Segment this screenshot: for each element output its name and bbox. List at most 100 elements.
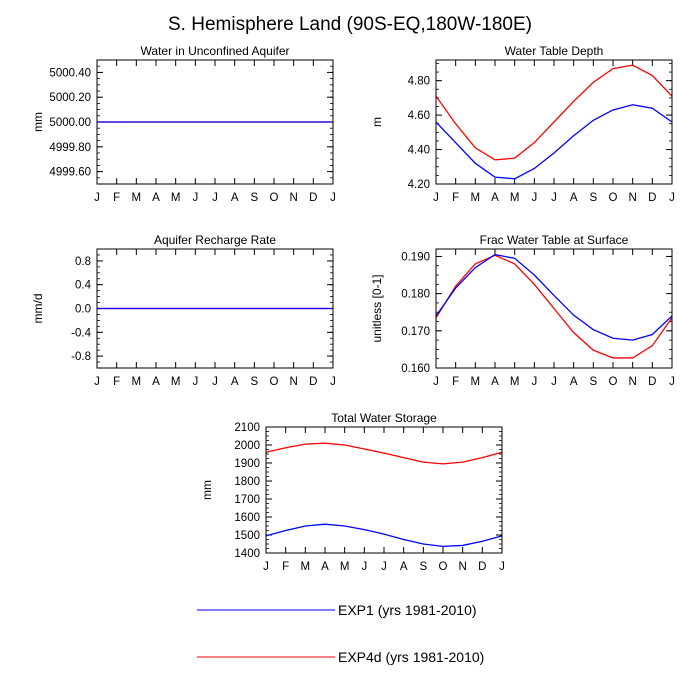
- x-tick-label: S: [589, 376, 597, 388]
- x-tick-label: A: [400, 561, 408, 573]
- y-tick-label: 1700: [234, 494, 260, 506]
- series-line-exp1: [265, 523, 503, 547]
- plot-frame: [96, 59, 334, 185]
- y-tick-label: 4.60: [408, 110, 430, 122]
- y-tick-label: 1800: [234, 476, 260, 488]
- x-tick-label: S: [589, 192, 597, 204]
- x-tick-label: F: [113, 192, 120, 204]
- x-tick-label: A: [321, 561, 329, 573]
- y-tick-label: 0.170: [401, 326, 430, 338]
- y-axis-label: mm: [200, 480, 214, 500]
- x-tick-label: N: [290, 192, 298, 204]
- x-tick-label: J: [361, 561, 367, 573]
- y-axis-label: mm: [31, 112, 45, 132]
- series-line-exp1: [435, 253, 673, 341]
- y-tick-label: -0.8: [71, 351, 91, 363]
- panel-recharge-rate: Aquifer Recharge Rate mm/d -0.8 -0.4 0.0 0.4 0…: [31, 233, 336, 388]
- x-tick-label: J: [433, 192, 439, 204]
- legend: EXP1 (yrs 1981-2010) EXP4d (yrs 1981-2010…: [197, 602, 484, 665]
- x-tick-label: O: [270, 192, 279, 204]
- y-tick-label: 4.80: [408, 76, 430, 88]
- series-line-exp4d: [435, 254, 673, 359]
- series-line-exp4d: [435, 64, 673, 161]
- x-tick-label: A: [491, 192, 499, 204]
- x-tick-label: J: [192, 376, 198, 388]
- y-tick-label: -0.4: [71, 327, 91, 339]
- x-tick-label: J: [551, 192, 557, 204]
- y-tick-label: 0.190: [401, 251, 430, 263]
- x-tick-label: M: [471, 376, 481, 388]
- x-tick-label: J: [669, 376, 675, 388]
- x-tick-label: S: [250, 376, 258, 388]
- panels-group: Water in Unconfined Aquifer mm 4999.60 4999…: [31, 44, 675, 573]
- x-tick-label: J: [381, 561, 387, 573]
- y-tick-label: 5000.20: [49, 92, 91, 104]
- panel-aquifer-water: Water in Unconfined Aquifer mm 4999.60 4999…: [31, 44, 336, 204]
- y-tick-label: 5000.00: [49, 117, 91, 129]
- x-tick-label: M: [132, 376, 142, 388]
- x-tick-label: N: [629, 376, 637, 388]
- panel-title: Frac Water Table at Surface: [480, 233, 629, 247]
- x-tick-label: F: [452, 376, 459, 388]
- x-tick-label: M: [510, 192, 520, 204]
- x-tick-label: J: [192, 192, 198, 204]
- legend-label: EXP1 (yrs 1981-2010): [338, 602, 477, 618]
- legend-entry-2: EXP4d (yrs 1981-2010): [197, 649, 484, 665]
- x-tick-label: O: [609, 376, 618, 388]
- x-tick-label: F: [452, 192, 459, 204]
- x-tick-label: A: [491, 376, 499, 388]
- plot-frame: [265, 426, 503, 554]
- y-tick-label: 2000: [234, 440, 260, 452]
- y-tick-label: 1600: [234, 512, 260, 524]
- y-tick-label: 0.4: [75, 280, 92, 292]
- panel-frac-water-table: Frac Water Table at Surface unitless [0-1…: [370, 233, 675, 388]
- y-tick-label: 4999.60: [49, 167, 91, 179]
- x-tick-label: D: [648, 376, 656, 388]
- x-tick-label: J: [330, 192, 336, 204]
- panel-title: Water Table Depth: [505, 44, 604, 58]
- y-tick-label: 0.180: [401, 289, 430, 301]
- x-tick-label: J: [669, 192, 675, 204]
- x-tick-label: J: [330, 376, 336, 388]
- x-tick-label: D: [309, 192, 317, 204]
- y-axis-label: mm/d: [31, 294, 45, 324]
- x-tick-label: J: [263, 561, 269, 573]
- x-tick-label: M: [132, 192, 142, 204]
- plot-frame: [435, 59, 673, 185]
- plot-frame: [435, 248, 673, 369]
- y-axis-label: unitless [0-1]: [370, 274, 384, 342]
- x-tick-label: J: [551, 376, 557, 388]
- x-tick-label: O: [270, 376, 279, 388]
- x-tick-label: M: [301, 561, 311, 573]
- x-tick-label: A: [570, 192, 578, 204]
- x-tick-label: A: [570, 376, 578, 388]
- x-tick-label: J: [531, 192, 537, 204]
- x-tick-label: J: [94, 192, 100, 204]
- x-tick-label: J: [94, 376, 100, 388]
- x-tick-label: M: [340, 561, 350, 573]
- x-tick-label: M: [471, 192, 481, 204]
- y-tick-label: 0.160: [401, 363, 430, 375]
- y-tick-label: 1500: [234, 530, 260, 542]
- x-tick-label: J: [499, 561, 505, 573]
- x-tick-label: S: [419, 561, 427, 573]
- x-tick-label: J: [433, 376, 439, 388]
- panel-total-water-storage: Total Water Storage mm 1400 1500 1600 1700 180…: [200, 411, 505, 573]
- x-tick-label: S: [250, 192, 258, 204]
- y-tick-label: 4999.80: [49, 142, 91, 154]
- y-tick-label: 1900: [234, 458, 260, 470]
- x-tick-label: A: [231, 376, 239, 388]
- plot-frame: [96, 248, 334, 369]
- panel-title: Water in Unconfined Aquifer: [141, 44, 290, 58]
- y-axis-label: m: [370, 117, 384, 127]
- x-tick-label: A: [152, 192, 160, 204]
- x-tick-label: F: [282, 561, 289, 573]
- x-tick-label: O: [439, 561, 448, 573]
- series-line-exp4d: [265, 442, 503, 465]
- x-tick-label: N: [629, 192, 637, 204]
- y-tick-label: 4.20: [408, 179, 430, 191]
- panel-title: Aquifer Recharge Rate: [154, 233, 276, 247]
- x-tick-label: J: [531, 376, 537, 388]
